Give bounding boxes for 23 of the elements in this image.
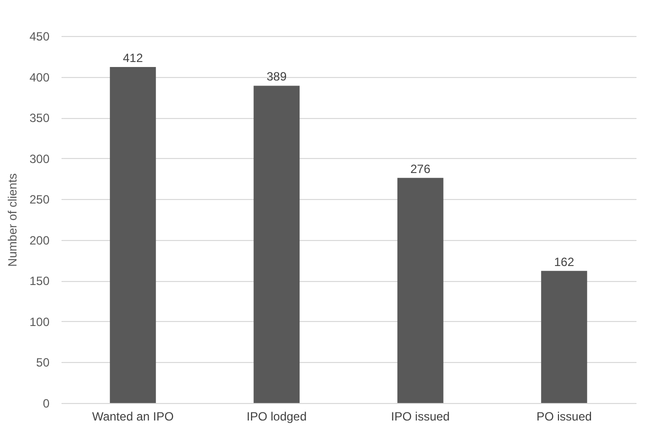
x-tick-label: PO issued: [536, 410, 592, 424]
data-label: 162: [554, 254, 574, 269]
y-tick-label: 0: [42, 396, 50, 410]
x-tick-label: Wanted an IPO: [92, 410, 174, 424]
bar: [541, 270, 588, 403]
y-tick-label: 250: [29, 192, 50, 207]
x-tick-label: IPO lodged: [246, 410, 307, 424]
y-tick-label: 200: [29, 233, 50, 248]
data-label: 276: [410, 162, 431, 176]
data-label: 389: [266, 70, 287, 84]
y-tick-label: 150: [29, 274, 50, 288]
y-axis-title: Number of clients: [5, 173, 20, 267]
data-label: 412: [122, 50, 144, 65]
bar: [110, 66, 156, 403]
x-tick-label: IPO issued: [391, 410, 450, 424]
bar: [397, 178, 444, 403]
bar: [254, 86, 300, 403]
y-tick-label: 50: [36, 356, 50, 370]
y-tick-label: 100: [29, 314, 50, 329]
y-tick-label: 400: [29, 70, 50, 84]
y-tick-label: 350: [29, 111, 50, 126]
y-tick-label: 450: [29, 30, 50, 44]
y-tick-label: 300: [29, 152, 50, 166]
